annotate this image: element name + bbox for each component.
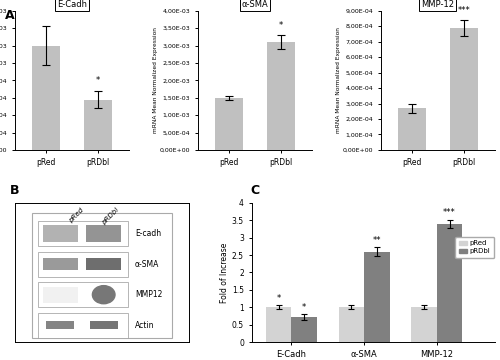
Y-axis label: Fold of Increase: Fold of Increase: [220, 242, 229, 303]
Text: *: *: [96, 76, 100, 85]
FancyBboxPatch shape: [90, 321, 118, 329]
FancyBboxPatch shape: [46, 321, 74, 329]
Bar: [450, 28, 478, 150]
Bar: [364, 252, 390, 342]
Text: C: C: [250, 184, 259, 197]
Text: A: A: [5, 9, 15, 22]
Title: E-Cadh: E-Cadh: [57, 0, 87, 9]
Text: E-cadh: E-cadh: [135, 229, 161, 238]
Bar: [412, 307, 437, 342]
Text: MMP12: MMP12: [135, 290, 162, 299]
FancyBboxPatch shape: [86, 225, 121, 242]
Y-axis label: mRNA Mean Normalized Expression: mRNA Mean Normalized Expression: [154, 27, 158, 133]
Y-axis label: mRNA Mean Normalized Expression: mRNA Mean Normalized Expression: [336, 27, 341, 133]
FancyBboxPatch shape: [32, 213, 172, 338]
Bar: [32, 46, 60, 150]
Title: α-SMA: α-SMA: [242, 0, 268, 9]
Text: Actin: Actin: [135, 321, 154, 330]
Text: *: *: [279, 21, 283, 30]
FancyBboxPatch shape: [38, 252, 128, 276]
Text: α-SMA: α-SMA: [135, 260, 160, 269]
FancyBboxPatch shape: [38, 221, 128, 246]
FancyBboxPatch shape: [43, 258, 78, 270]
Text: pRDbl: pRDbl: [101, 207, 120, 226]
Text: ***: ***: [443, 208, 456, 217]
Bar: [84, 99, 112, 150]
Text: B: B: [10, 184, 20, 197]
FancyBboxPatch shape: [43, 287, 78, 303]
Bar: [266, 42, 296, 150]
FancyBboxPatch shape: [86, 258, 121, 270]
Bar: [338, 307, 364, 342]
Bar: [266, 307, 291, 342]
Title: MMP-12: MMP-12: [422, 0, 454, 9]
Bar: [214, 98, 244, 150]
Bar: [437, 224, 462, 342]
FancyBboxPatch shape: [38, 282, 128, 307]
FancyBboxPatch shape: [43, 225, 78, 242]
Text: *: *: [276, 294, 281, 303]
FancyBboxPatch shape: [38, 313, 128, 338]
Text: **: **: [372, 236, 381, 245]
Legend: pRed, pRDbl: pRed, pRDbl: [455, 237, 494, 258]
Bar: [398, 108, 426, 150]
Text: *: *: [302, 303, 306, 312]
Bar: [292, 317, 317, 342]
Text: pRed: pRed: [68, 207, 84, 224]
Text: ***: ***: [458, 5, 470, 14]
Circle shape: [92, 285, 115, 304]
